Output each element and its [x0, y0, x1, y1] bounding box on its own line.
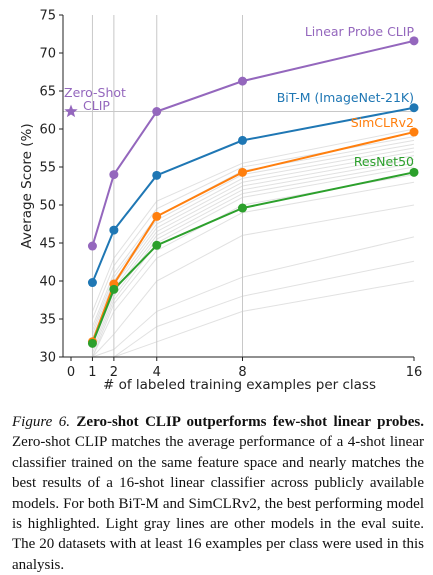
series-point-linear-probe-clip-1	[87, 241, 97, 251]
x-tick-label-4: 4	[153, 365, 161, 380]
y-tick-label-60: 60	[39, 123, 56, 138]
series-line-resnet50	[91, 171, 415, 344]
series-point-bit-m-imagenet-21k-16	[409, 103, 419, 113]
series-point-bit-m-imagenet-21k-4	[152, 170, 162, 180]
series-points	[64, 36, 419, 348]
background-line-13	[92, 204, 415, 358]
caption-figure-number: Figure 6.	[12, 414, 70, 430]
y-tick-label-70: 70	[39, 47, 56, 62]
y-tick-label-30: 30	[39, 351, 56, 366]
series-label-linear-probe-clip: Linear Probe CLIP	[305, 24, 415, 39]
zero-shot-star-marker	[64, 104, 78, 118]
axes	[59, 14, 415, 361]
y-axis-label: Average Score (%)	[19, 123, 35, 248]
background-line-16	[92, 280, 415, 358]
zero-shot-label-line-2: CLIP	[83, 98, 110, 113]
caption-body: Zero-shot CLIP matches the average perfo…	[12, 434, 424, 573]
background-line-11	[91, 174, 415, 358]
series-point-linear-probe-clip-2	[109, 170, 119, 180]
series-point-simclrv2-8	[238, 167, 247, 177]
y-tick-label-55: 55	[39, 161, 56, 176]
x-tick-label-16: 16	[406, 365, 423, 380]
x-tick-label-1: 1	[88, 365, 96, 380]
series-point-bit-m-imagenet-21k-8	[238, 135, 247, 145]
series-point-linear-probe-clip-16	[409, 36, 419, 46]
series-point-resnet50-4	[152, 240, 162, 250]
background-line-12	[91, 181, 415, 358]
y-tick-label-40: 40	[39, 275, 56, 290]
x-tick-label-0: 0	[67, 365, 75, 380]
caption-title: Zero-shot CLIP outperforms few-shot line…	[76, 414, 424, 430]
figure-caption: Figure 6. Zero-shot CLIP outperforms few…	[12, 412, 424, 575]
series-point-resnet50-2	[109, 284, 119, 294]
series-point-resnet50-1	[87, 338, 97, 348]
series-point-linear-probe-clip-8	[238, 76, 247, 86]
series-point-resnet50-8	[238, 203, 247, 213]
series-label-resnet50: ResNet50	[354, 154, 414, 169]
figure-chart: 30 35 40 45 50 55 60 65 70 75 0 1 2 4 8 16 Linear Probe…	[19, 9, 422, 394]
series-point-resnet50-16	[409, 167, 419, 177]
tick-labels: 30 35 40 45 50 55 60 65 70 75 0 1 2 4 8 16	[39, 9, 422, 381]
background-line-14	[92, 236, 415, 358]
y-tick-label-50: 50	[39, 199, 56, 214]
x-axis-label: # of labeled training examples per class	[103, 377, 376, 393]
y-tick-label-35: 35	[39, 313, 56, 328]
y-tick-label-65: 65	[39, 85, 56, 100]
series-point-simclrv2-16	[409, 127, 419, 137]
x-tick-label-8: 8	[238, 365, 246, 380]
series-label-simclrv2: SimCLRv2	[351, 115, 414, 130]
series-label-bit-m-imagenet-21k: BiT-M (ImageNet-21K)	[277, 90, 414, 105]
series-point-simclrv2-4	[152, 211, 162, 221]
series-point-bit-m-imagenet-21k-2	[109, 225, 119, 235]
zero-shot-label-line-1: Zero-Shot	[64, 85, 126, 100]
y-tick-label-45: 45	[39, 237, 56, 252]
series-point-linear-probe-clip-4	[152, 107, 162, 117]
gridlines	[63, 15, 414, 357]
series-labels: Linear Probe CLIP BiT-M (ImageNet-21K) Sim…	[64, 24, 414, 169]
y-tick-label-75: 75	[39, 9, 56, 24]
x-tick-label-2: 2	[110, 365, 118, 380]
series-point-bit-m-imagenet-21k-1	[87, 278, 97, 288]
